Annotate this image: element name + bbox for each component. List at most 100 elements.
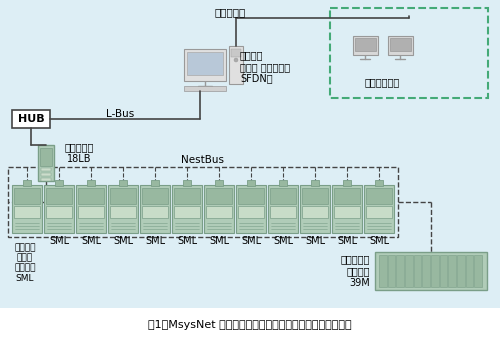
Bar	[405, 255, 412, 287]
Bar	[8, 167, 398, 237]
Bar	[204, 185, 234, 233]
Bar	[231, 49, 241, 57]
Bar	[236, 185, 266, 233]
Text: 図1　MsysNet を使用した南西糖業の自家発電監視システム: 図1 MsysNet を使用した南西糖業の自家発電監視システム	[148, 320, 352, 330]
Bar	[366, 206, 392, 218]
Text: SML: SML	[81, 236, 101, 246]
Bar	[448, 255, 456, 287]
Bar	[14, 206, 40, 218]
Bar	[41, 168, 51, 171]
Bar	[334, 206, 360, 218]
Bar	[14, 188, 40, 204]
Bar	[375, 252, 487, 290]
Bar	[388, 255, 396, 287]
Text: SML: SML	[273, 236, 293, 246]
Bar	[268, 185, 298, 233]
Bar	[431, 255, 438, 287]
Bar	[279, 180, 287, 186]
Text: HUB: HUB	[18, 114, 44, 124]
Bar	[270, 188, 296, 204]
Text: SML: SML	[337, 236, 357, 246]
Bar	[388, 35, 412, 55]
Bar	[183, 180, 191, 186]
Bar	[332, 185, 362, 233]
Bar	[41, 173, 51, 176]
Bar	[247, 180, 255, 186]
Bar	[87, 180, 95, 186]
Bar	[215, 180, 223, 186]
Bar	[422, 255, 430, 287]
Bar	[12, 110, 50, 128]
Bar	[390, 38, 410, 50]
Bar	[334, 188, 360, 204]
Text: SML: SML	[209, 236, 229, 246]
Bar	[23, 180, 31, 186]
Bar	[184, 86, 226, 91]
Bar	[396, 255, 404, 287]
Bar	[46, 188, 72, 204]
Bar	[174, 188, 200, 204]
Bar	[474, 255, 482, 287]
Bar	[300, 185, 330, 233]
Bar	[38, 145, 54, 181]
Bar	[174, 206, 200, 218]
Text: SML: SML	[49, 236, 69, 246]
Bar	[330, 8, 488, 98]
Text: L-Bus: L-Bus	[106, 109, 134, 119]
Bar	[270, 206, 296, 218]
Bar	[352, 35, 378, 55]
Bar	[457, 255, 464, 287]
Bar	[206, 206, 232, 218]
Bar	[41, 178, 51, 181]
Bar	[302, 206, 328, 218]
Bar	[311, 180, 319, 186]
Bar	[206, 188, 232, 204]
Bar	[110, 206, 136, 218]
Bar	[12, 185, 42, 233]
Bar	[55, 180, 63, 186]
Bar	[238, 206, 264, 218]
Bar	[78, 188, 104, 204]
Bar	[142, 188, 168, 204]
Bar	[151, 180, 159, 186]
Bar	[440, 255, 448, 287]
Text: パソコン
（監視 操作ソフト
SFDN）: パソコン （監視 操作ソフト SFDN）	[240, 50, 290, 84]
Bar	[108, 185, 138, 233]
Bar	[187, 52, 223, 75]
Bar	[142, 206, 168, 218]
Text: リモート
入出力
ユニット
SML: リモート 入出力 ユニット SML	[14, 243, 36, 283]
Bar	[184, 49, 226, 81]
Bar	[466, 255, 473, 287]
Text: SML: SML	[305, 236, 325, 246]
Bar	[140, 185, 170, 233]
Bar	[354, 38, 376, 50]
Bar	[119, 180, 127, 186]
Bar	[229, 46, 243, 84]
Text: 伊仙工場のみ: 伊仙工場のみ	[364, 77, 400, 87]
Bar	[172, 185, 202, 233]
Circle shape	[234, 58, 238, 62]
Bar	[414, 255, 422, 287]
Text: SML: SML	[177, 236, 197, 246]
Bar	[0, 308, 500, 341]
Bar	[110, 188, 136, 204]
Bar	[238, 188, 264, 204]
Text: SML: SML	[113, 236, 133, 246]
Bar	[302, 188, 328, 204]
Bar	[366, 188, 392, 204]
Text: SML: SML	[369, 236, 389, 246]
Bar	[379, 255, 386, 287]
Bar	[375, 180, 383, 186]
Text: 多点入出力
ユニット
39M: 多点入出力 ユニット 39M	[340, 254, 370, 287]
Text: SML: SML	[145, 236, 165, 246]
Bar	[78, 206, 104, 218]
Text: 通信カード
18LB: 通信カード 18LB	[64, 142, 94, 164]
Bar	[364, 185, 394, 233]
Bar	[343, 180, 351, 186]
Text: SML: SML	[241, 236, 261, 246]
Bar	[44, 185, 74, 233]
Text: ビデオ信号: ビデオ信号	[214, 7, 246, 17]
Bar	[46, 206, 72, 218]
Text: NestBus: NestBus	[182, 155, 224, 165]
Bar	[40, 148, 52, 166]
